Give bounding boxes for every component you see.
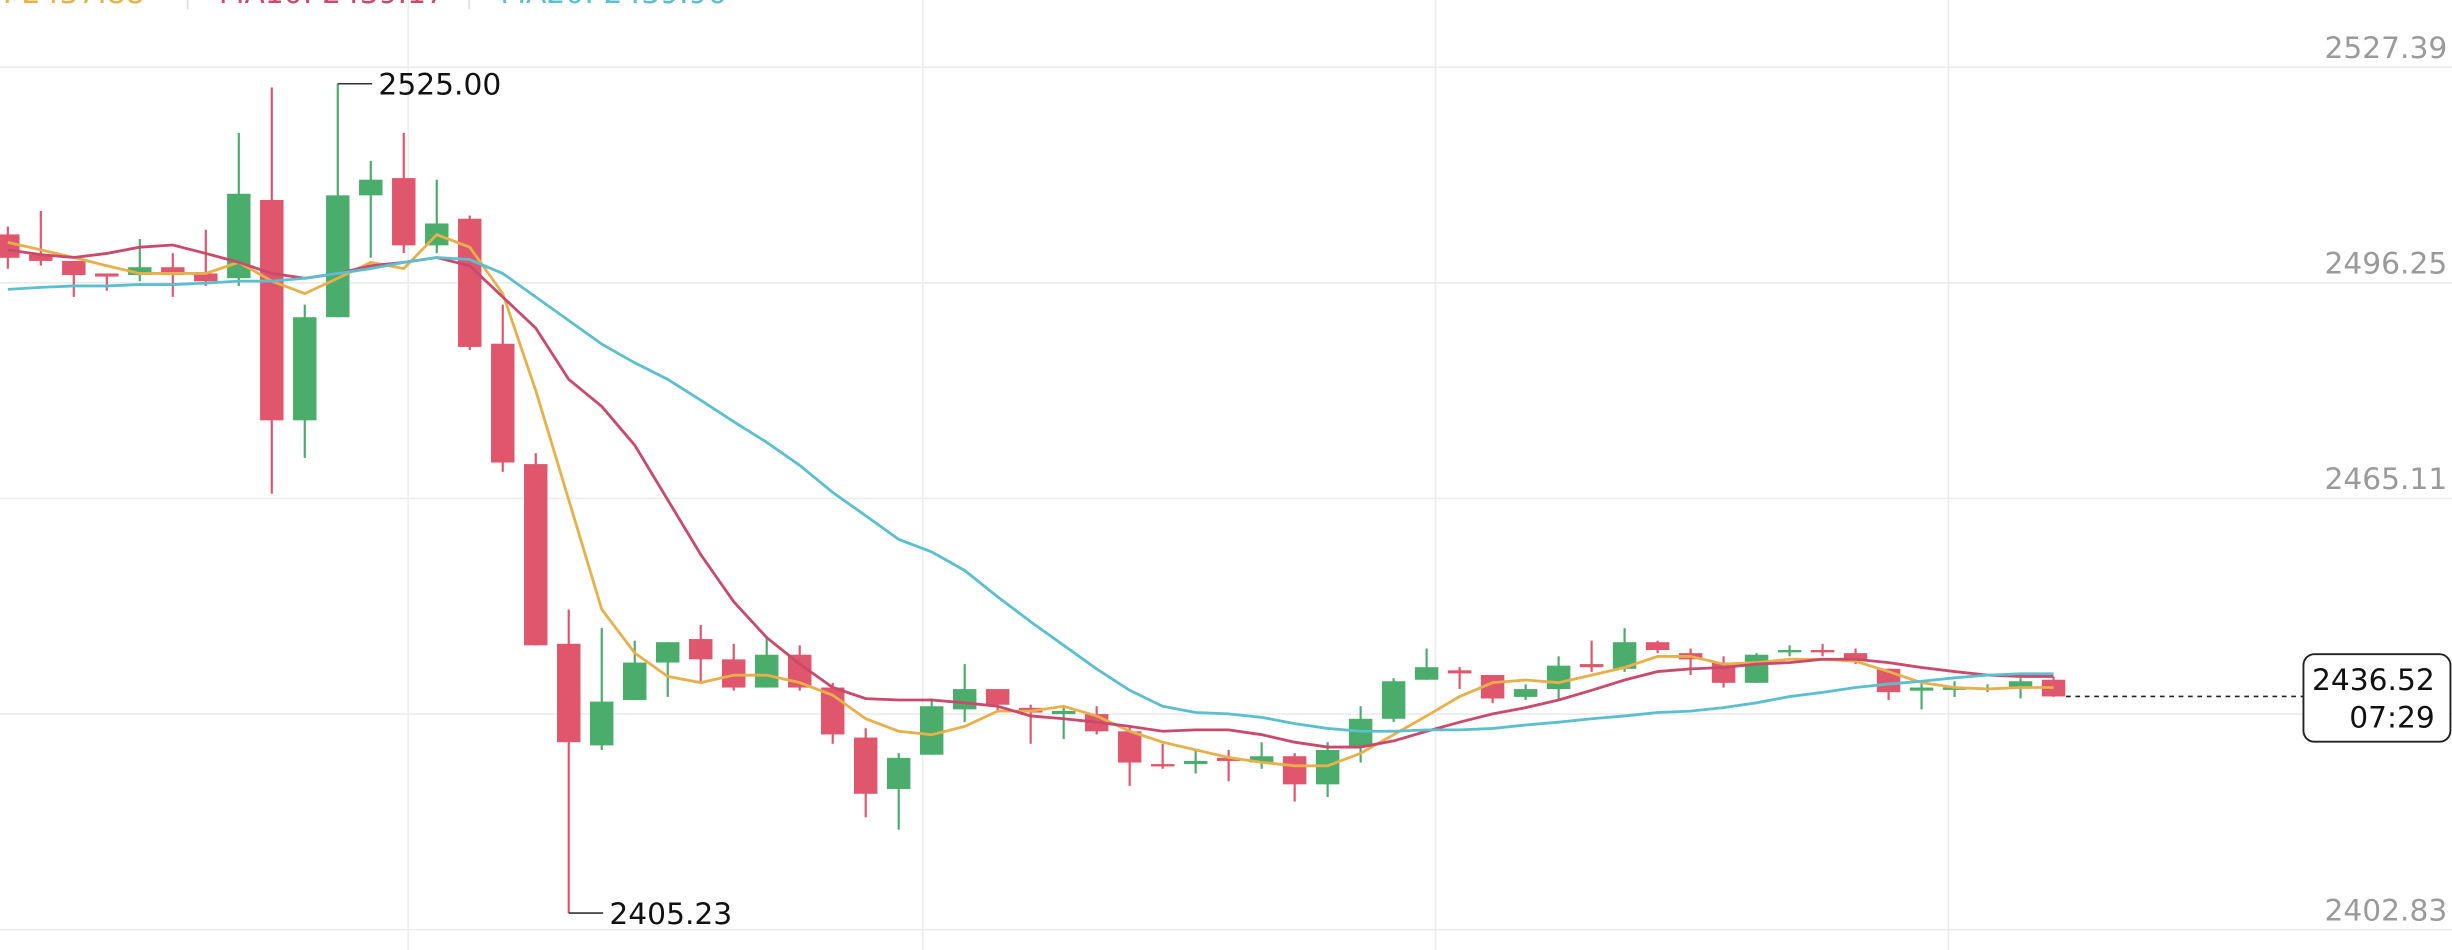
legend-item: MA10: 2439.17 [219,0,445,11]
candle-body [1381,681,1406,719]
candle-body [359,179,383,196]
candle-body [1183,760,1208,765]
candle-body [623,662,647,701]
candle-body [688,639,713,660]
annotation: 2525.00 [378,68,501,103]
candle-body [1612,642,1637,669]
candle-body [886,757,911,790]
candle-body [590,701,614,746]
legend-item: MA5: 2437.88 [0,0,145,11]
candle-body [557,643,581,743]
candle-body [1051,710,1076,715]
candle-body [1282,756,1307,785]
candle-body [1117,731,1142,763]
last-price-box [2302,653,2452,743]
candle-body [128,267,152,276]
candle-body [95,273,119,277]
candle-body [787,654,812,688]
candle-body [293,317,317,421]
candle-body [952,689,977,710]
annotation: 2405.23 [609,897,732,932]
candle-body [853,737,878,794]
candle-body [1843,653,1868,660]
candle-body [1447,670,1472,674]
candle-body [721,659,746,688]
candle-body [1546,665,1571,690]
candle-body [29,254,53,261]
candle-body [1150,764,1175,767]
candle-body [227,193,251,279]
candle-body [919,706,944,755]
countdown: 07:29 [2349,701,2435,736]
candle-body [2008,681,2033,688]
y-tick-label: 2402.83 [2324,893,2447,928]
y-tick-label: 2527.39 [2324,31,2447,66]
legend-item: MA20: 2439.96 [500,0,726,11]
candle-body [1414,667,1439,680]
candle-body [656,642,680,663]
candle-body [326,195,350,318]
y-tick-label: 2496.25 [2324,246,2447,281]
candle-body [985,689,1010,705]
candle-body [62,260,86,276]
candle-body [194,273,218,282]
candle-body [1216,757,1241,761]
candle-body [1579,664,1604,668]
candle-body [392,178,416,246]
candle-body [1315,750,1340,785]
candle-body [458,218,482,347]
candle-body [1777,650,1802,653]
candle-body [1645,642,1670,651]
candle-body [1513,689,1538,697]
last-price: 2436.52 [2312,663,2435,698]
candle-body [1909,687,1934,691]
candle-body [260,199,284,421]
candle-body [1348,718,1373,747]
ma-line [7,233,2054,768]
ma-line [7,256,2054,733]
candle-body [0,234,20,258]
y-tick-label: 2465.11 [2324,462,2447,497]
candle-body [1810,650,1835,653]
candle-body [524,464,548,646]
candle-body [491,343,515,463]
candle-body [754,654,779,688]
candle-body [2041,679,2066,697]
candle-body [1744,654,1769,683]
candle-body [1249,756,1274,763]
candle-body [161,267,185,276]
vertical-grid [407,0,1950,950]
